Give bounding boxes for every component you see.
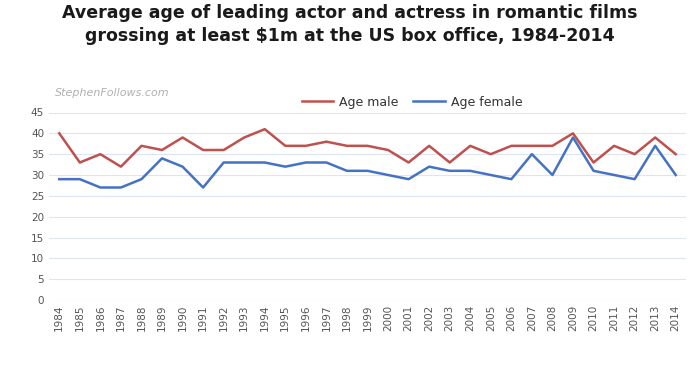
Age male [425, 144, 433, 148]
Age female [384, 173, 392, 177]
Age female [240, 160, 248, 165]
Age male [548, 144, 556, 148]
Age male [199, 148, 207, 152]
Age male [507, 144, 515, 148]
Text: Average age of leading actor and actress in romantic films
grossing at least $1m: Average age of leading actor and actress… [62, 4, 638, 45]
Age female [260, 160, 269, 165]
Age female [199, 185, 207, 190]
Age female [117, 185, 125, 190]
Age female [158, 156, 166, 160]
Age female [507, 177, 515, 182]
Age male [220, 148, 228, 152]
Age female [322, 160, 330, 165]
Age male [117, 164, 125, 169]
Age male [260, 127, 269, 131]
Age male [528, 144, 536, 148]
Text: StephenFollows.com: StephenFollows.com [55, 88, 170, 98]
Age male [671, 152, 680, 156]
Age male [405, 160, 413, 165]
Age female [220, 160, 228, 165]
Age female [631, 177, 639, 182]
Age male [240, 135, 248, 140]
Age female [548, 173, 556, 177]
Age female [589, 169, 598, 173]
Age female [302, 160, 310, 165]
Age male [610, 144, 618, 148]
Age female [178, 164, 187, 169]
Age female [137, 177, 146, 182]
Age male [569, 131, 577, 136]
Legend: Age male, Age female: Age male, Age female [297, 91, 528, 114]
Age female [528, 152, 536, 156]
Age female [425, 164, 433, 169]
Age male [343, 144, 351, 148]
Age male [76, 160, 84, 165]
Age male [178, 135, 187, 140]
Age male [445, 160, 454, 165]
Age female [343, 169, 351, 173]
Age male [322, 140, 330, 144]
Age female [96, 185, 104, 190]
Age male [466, 144, 475, 148]
Age male [589, 160, 598, 165]
Age male [302, 144, 310, 148]
Age female [486, 173, 495, 177]
Age male [486, 152, 495, 156]
Age female [651, 144, 659, 148]
Age male [96, 152, 104, 156]
Age female [405, 177, 413, 182]
Age female [363, 169, 372, 173]
Age male [55, 131, 64, 136]
Line: Age female: Age female [60, 138, 676, 188]
Age female [445, 169, 454, 173]
Age male [384, 148, 392, 152]
Age male [281, 144, 290, 148]
Age male [631, 152, 639, 156]
Age female [569, 135, 577, 140]
Age female [671, 173, 680, 177]
Age female [76, 177, 84, 182]
Age female [610, 173, 618, 177]
Age female [55, 177, 64, 182]
Age female [281, 164, 290, 169]
Age male [137, 144, 146, 148]
Age male [651, 135, 659, 140]
Line: Age male: Age male [60, 129, 676, 166]
Age male [158, 148, 166, 152]
Age female [466, 169, 475, 173]
Age male [363, 144, 372, 148]
